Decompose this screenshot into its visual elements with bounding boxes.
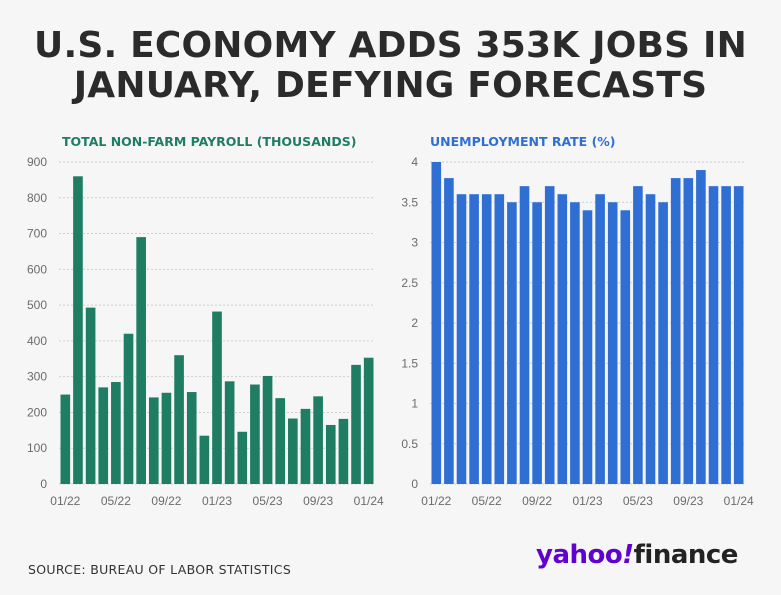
unemployment-bar-03-22 [456,194,467,484]
payroll-bar-04-23 [250,384,260,484]
unemployment-bar-01-22 [431,162,442,484]
payroll-bar-07-22 [136,237,146,484]
payroll-bar-09-23 [313,396,323,484]
logo-bang: ! [622,540,634,570]
payroll-bar-10-23 [325,424,336,484]
unemployment-xtick-label: 05/22 [472,494,502,508]
payroll-ytick-label: 100 [27,441,47,455]
payroll-ytick-label: 300 [27,370,47,384]
unemployment-bar-01-24 [733,186,744,484]
unemployment-ytick-label: 1 [411,397,418,411]
unemployment-bar-12-23 [721,186,731,484]
unemployment-bar-08-22 [519,186,530,484]
unemployment-xtick-label: 05/23 [623,494,653,508]
payroll-ytick-label: 500 [27,298,47,312]
headline-line-1: U.S. ECONOMY ADDS 353K JOBS IN [34,25,747,66]
unemployment-bar-10-23 [696,170,706,485]
logo-yahoo: yahoo [536,540,623,570]
payroll-bar-12-23 [351,364,361,484]
unemployment-ytick-label: 1.5 [401,356,418,370]
unemployment-bar-10-22 [544,186,555,484]
unemployment-bar-07-22 [507,202,517,484]
unemployment-ytick-label: 4 [411,155,418,169]
payroll-bar-08-23 [300,408,311,484]
payroll-xtick-label: 01/23 [202,494,232,508]
payroll-xtick-label: 05/23 [253,494,283,508]
payroll-bar-05-22 [111,382,121,484]
payroll-ytick-label: 200 [27,405,47,419]
yahoo-finance-logo: yahoo!finance [536,540,738,570]
payroll-bar-06-23 [275,398,286,484]
payroll-bar-03-22 [85,307,96,484]
payroll-bar-01-22 [60,394,71,484]
unemployment-bar-11-22 [557,194,568,484]
payroll-bar-11-23 [338,418,349,484]
unemployment-bar-09-23 [683,178,694,484]
payroll-ytick-label: 900 [27,155,47,169]
payroll-bar-02-23 [224,381,235,484]
payroll-bar-07-23 [288,418,298,484]
payroll-xtick-label: 01/22 [50,494,80,508]
unemployment-bar-05-22 [481,194,492,484]
unemployment-bar-09-22 [532,202,542,484]
unemployment-ytick-label: 2 [411,316,418,330]
payroll-ytick-label: 700 [27,227,47,241]
unemployment-bar-03-23 [607,202,618,484]
unemployment-bar-11-23 [708,186,719,484]
payroll-chart-title: TOTAL NON-FARM PAYROLL (THOUSANDS) [62,134,357,149]
payroll-bar-09-22 [161,392,172,484]
unemployment-bar-12-22 [570,202,580,484]
payroll-bar-02-22 [73,176,83,485]
payroll-bar-01-23 [212,311,222,484]
payroll-ytick-label: 0 [40,477,47,491]
payroll-bar-12-22 [199,435,210,484]
headline: U.S. ECONOMY ADDS 353K JOBS IN JANUARY, … [0,26,781,106]
unemployment-ytick-label: 3 [411,236,418,250]
payroll-xtick-label: 05/22 [101,494,131,508]
unemployment-xtick-label: 09/22 [522,494,552,508]
unemployment-xtick-label: 01/23 [572,494,602,508]
unemployment-xtick-label: 01/24 [724,494,754,508]
payroll-bar-08-22 [148,397,159,484]
unemployment-ytick-label: 2.5 [401,276,418,290]
unemployment-bar-01-23 [582,210,593,485]
payroll-ytick-label: 600 [27,262,47,276]
payroll-bar-05-23 [262,375,273,484]
unemployment-bar-02-22 [444,178,454,484]
unemployment-bar-05-23 [633,186,643,484]
payroll-ytick-label: 400 [27,334,47,348]
payroll-bar-11-22 [186,392,197,484]
headline-line-2: JANUARY, DEFYING FORECASTS [73,65,708,106]
unemployment-ytick-label: 0.5 [401,437,418,451]
unemployment-bar-04-23 [620,210,631,485]
unemployment-chart-title: UNEMPLOYMENT RATE (%) [430,134,616,149]
payroll-bar-06-22 [123,333,134,484]
unemployment-bar-02-23 [595,194,605,484]
logo-finance: finance [633,540,739,570]
payroll-bar-04-22 [98,387,109,484]
payroll-xtick-label: 01/24 [354,494,384,508]
payroll-bar-10-22 [174,355,184,484]
payroll-ytick-label: 800 [27,191,47,205]
unemployment-bar-08-23 [670,178,681,484]
unemployment-ytick-label: 0 [411,477,418,491]
unemployment-xtick-label: 09/23 [673,494,703,508]
unemployment-bar-07-23 [658,202,668,484]
payroll-xtick-label: 09/22 [151,494,181,508]
unemployment-ytick-label: 3.5 [401,195,418,209]
unemployment-bar-06-22 [494,194,505,484]
unemployment-bar-06-23 [645,194,656,484]
source-note: SOURCE: BUREAU OF LABOR STATISTICS [28,562,292,577]
payroll-xtick-label: 09/23 [303,494,333,508]
unemployment-xtick-label: 01/22 [421,494,451,508]
payroll-bar-01-24 [363,357,374,484]
unemployment-bar-04-22 [469,194,479,484]
payroll-bar-03-23 [237,431,248,484]
